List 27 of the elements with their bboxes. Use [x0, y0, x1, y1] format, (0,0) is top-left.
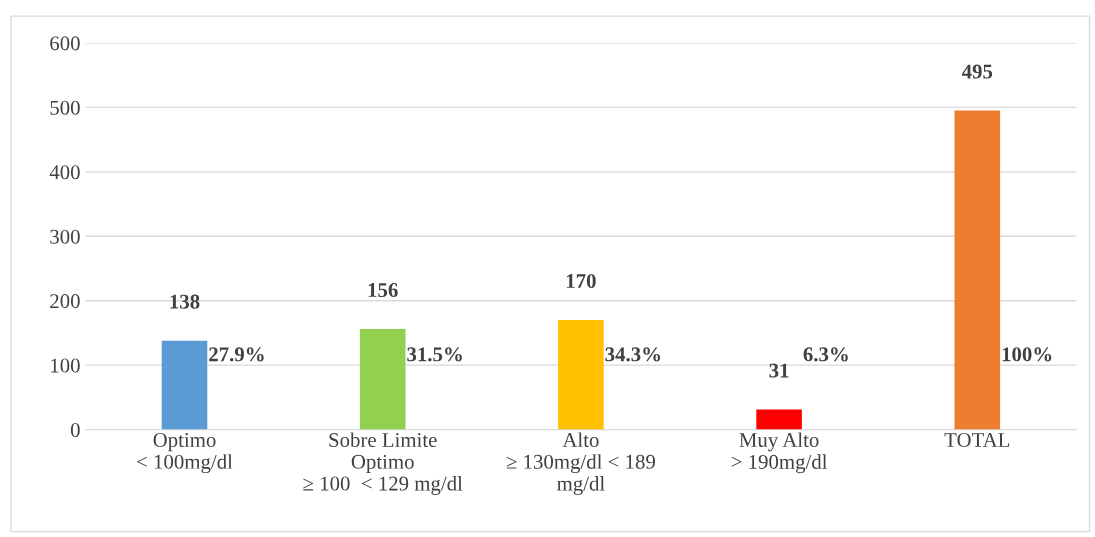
y-tick-label: 0	[70, 422, 80, 438]
data-label: 138	[170, 294, 200, 309]
data-label: 156	[368, 283, 398, 298]
x-tick-label: Optimo < 100mg/dl	[137, 433, 233, 474]
annotation: 6.3%	[803, 347, 848, 362]
annotation: 100%	[1002, 347, 1052, 362]
y-tick-label: 200	[50, 294, 80, 309]
x-tick-label: Muy Alto > 190mg/dl	[731, 432, 828, 474]
bar	[161, 340, 208, 430]
bar	[558, 320, 604, 430]
data-label: 495	[961, 64, 993, 79]
data-label: 31	[769, 363, 789, 378]
bar	[756, 409, 802, 430]
annotation: 31.5%	[407, 347, 462, 362]
annotation: 34.3%	[605, 347, 661, 362]
x-tick-label: Sobre Limite Optimo ≥ 100 < 129 mg/dl	[303, 432, 463, 495]
x-tick-label: TOTAL	[944, 433, 1010, 448]
bar	[359, 329, 406, 430]
y-tick-label: 600	[50, 36, 80, 51]
y-tick-label: 500	[50, 100, 80, 115]
y-tick-label: 100	[51, 358, 80, 373]
x-tick-label: Alto ≥ 130mg/dl < 189 mg/dl	[506, 432, 656, 495]
data-label: 170	[566, 273, 596, 289]
y-tick-label: 400	[49, 165, 80, 180]
y-tick-label: 300	[50, 229, 80, 244]
annotation: 27.9%	[209, 347, 264, 362]
bar	[954, 110, 1001, 430]
